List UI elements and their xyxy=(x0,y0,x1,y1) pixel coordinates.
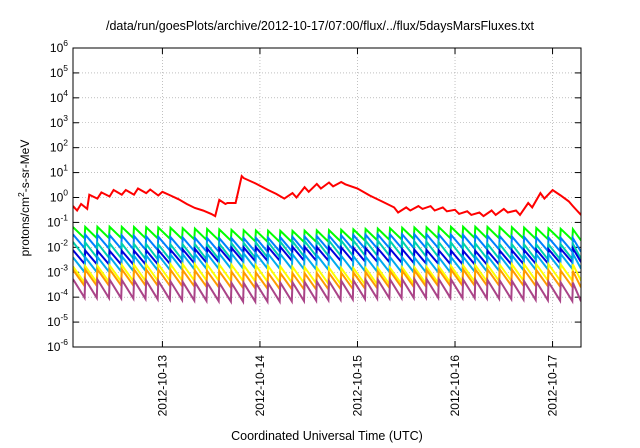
y-tick-label: 10-6 xyxy=(47,337,68,354)
x-tick-label: 2012-10-14 xyxy=(253,355,267,417)
x-tick-label: 2012-10-15 xyxy=(350,355,364,417)
x-tick-label: 2012-10-17 xyxy=(546,355,560,417)
y-tick-label: 103 xyxy=(50,113,68,130)
x-ticks: 2012-10-13 2012-10-14 2012-10-15 2012-10-16… xyxy=(155,48,560,417)
plot-frame xyxy=(72,47,582,348)
y-tick-label: 101 xyxy=(50,163,68,180)
y-tick-label: 106 xyxy=(50,38,68,55)
y-tick-label: 10-1 xyxy=(47,212,68,229)
y-ticks: 10-6 10-5 10-4 10-3 10-2 10-1 100 101 102 103 104 1… xyxy=(47,38,581,354)
chart-title: /data/run/goesPlots/archive/2012-10-17/0… xyxy=(105,19,534,33)
y-tick-label: 105 xyxy=(50,63,68,80)
y-tick-label: 10-5 xyxy=(47,312,68,329)
x-tick-label: 2012-10-13 xyxy=(155,355,169,417)
x-tick-label: 2012-10-16 xyxy=(448,355,462,417)
y-tick-label: 102 xyxy=(50,138,68,155)
y-tick-label: 10-3 xyxy=(47,262,68,279)
series-line xyxy=(73,275,581,306)
y-tick-label: 10-2 xyxy=(47,237,68,254)
y-tick-label: 104 xyxy=(50,88,68,105)
x-axis-label: Coordinated Universal Time (UTC) xyxy=(231,429,423,443)
grid xyxy=(73,48,581,347)
series-lines xyxy=(73,174,581,306)
series-line xyxy=(73,174,581,218)
y-axis-label: protons/cm2-s-sr-MeV xyxy=(16,140,32,257)
y-tick-label: 100 xyxy=(50,188,68,205)
y-tick-label: 10-4 xyxy=(47,287,68,304)
